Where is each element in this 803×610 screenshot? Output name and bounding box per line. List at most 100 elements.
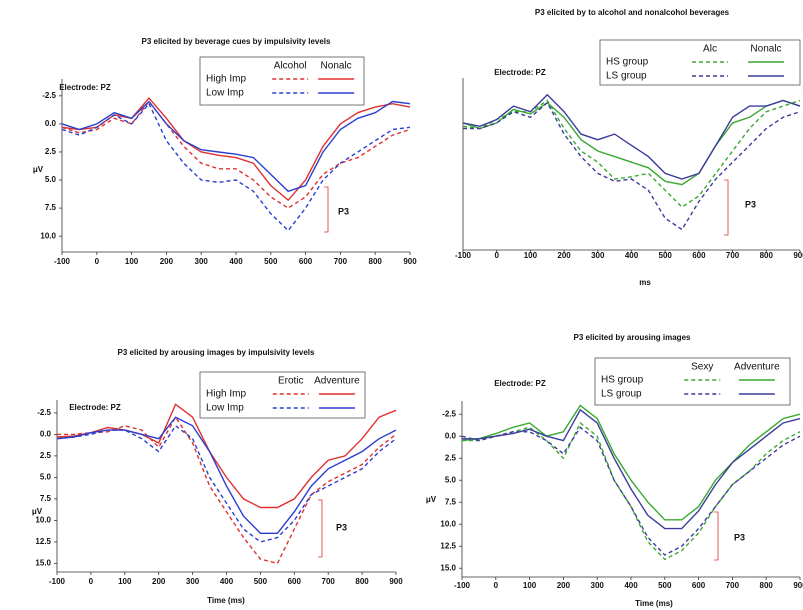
x-tick-label: -100 — [455, 251, 472, 260]
erp-line — [61, 97, 411, 202]
legend: Alc Nonalc HS group LS group — [599, 39, 801, 86]
x-tick-label: 500 — [658, 581, 672, 590]
legend-row: LS group — [606, 71, 647, 82]
panel: P3 elicited by to alcohol and nonalcohol… — [455, 8, 803, 287]
x-tick-label: 600 — [299, 257, 313, 266]
erp-line — [462, 99, 801, 208]
x-tick-label: 100 — [125, 257, 139, 266]
legend-column: Nonalc — [321, 61, 352, 72]
panel-title: P3 elicited by arousing images by impuls… — [118, 348, 316, 357]
x-tick-label: -100 — [454, 581, 471, 590]
x-tick-label: 0 — [89, 577, 94, 586]
erp-line — [61, 100, 411, 193]
electrode-label: Electrode: PZ — [494, 68, 546, 77]
p3-label: P3 — [745, 199, 756, 209]
x-tick-label: 100 — [118, 577, 132, 586]
legend-column: Nonalc — [750, 44, 781, 55]
x-tick-label: 0 — [95, 257, 100, 266]
x-tick-label: 100 — [523, 581, 537, 590]
x-tick-label: 200 — [557, 251, 571, 260]
legend: Alcohol Nonalc High Imp Low Imp — [199, 56, 365, 106]
y-tick-label: 10.0 — [440, 519, 456, 528]
y-tick-label: 5.0 — [445, 475, 457, 484]
x-tick-label: 300 — [591, 581, 605, 590]
x-tick-label: 500 — [659, 251, 673, 260]
legend-column: Erotic — [278, 376, 304, 387]
y-tick-label: 15.0 — [440, 563, 456, 572]
x-tick-label: 300 — [195, 257, 209, 266]
legend: Sexy Adventure HS group LS group — [594, 357, 791, 406]
y-tick-label: -2.5 — [37, 408, 51, 417]
x-axis-title: ms — [639, 278, 651, 287]
x-tick-label: -100 — [49, 577, 66, 586]
y-tick-label: 5.0 — [45, 175, 57, 184]
x-tick-label: 900 — [793, 251, 803, 260]
x-tick-label: 500 — [264, 257, 278, 266]
y-axis-title: μV — [33, 165, 44, 174]
x-tick-label: 400 — [624, 581, 638, 590]
legend-row: HS group — [606, 57, 649, 68]
x-tick-label: 300 — [591, 251, 605, 260]
erp-line — [56, 416, 397, 534]
p3-bracket — [724, 179, 729, 236]
y-tick-label: -2.5 — [442, 409, 456, 418]
y-tick-label: 0.0 — [445, 431, 457, 440]
legend-column: Adventure — [314, 376, 360, 387]
x-axis-title: Time (ms) — [207, 596, 245, 605]
x-tick-label: 300 — [186, 577, 200, 586]
x-tick-label: 200 — [160, 257, 174, 266]
erp-line — [61, 102, 411, 232]
legend-box — [199, 371, 366, 419]
erp-line — [462, 421, 801, 561]
y-tick-label: 10.0 — [35, 516, 51, 525]
legend-column: Alc — [703, 44, 717, 55]
x-tick-label: 900 — [389, 577, 403, 586]
x-tick-label: 0 — [494, 581, 499, 590]
x-tick-label: 500 — [254, 577, 268, 586]
x-tick-label: 700 — [322, 577, 336, 586]
y-tick-label: 12.5 — [35, 537, 51, 546]
legend-box — [594, 357, 791, 406]
legend-column: Sexy — [691, 362, 713, 373]
legend-column: Alcohol — [274, 61, 307, 72]
x-tick-label: 600 — [692, 251, 706, 260]
erp-line — [57, 415, 397, 565]
p3-bracket — [714, 511, 719, 561]
p3-label: P3 — [338, 206, 349, 216]
x-axis-title: Time (ms) — [635, 599, 673, 608]
x-tick-label: 900 — [793, 581, 803, 590]
legend: Erotic Adventure High Imp Low Imp — [199, 371, 366, 419]
erp-line — [462, 408, 801, 530]
legend-row: High Imp — [206, 74, 246, 85]
x-tick-label: 800 — [369, 257, 383, 266]
x-tick-label: 800 — [355, 577, 369, 586]
erp-line — [462, 93, 801, 180]
erp-line — [461, 426, 801, 556]
legend-row: Low Imp — [206, 88, 244, 99]
x-tick-label: 600 — [288, 577, 302, 586]
erp-line — [462, 99, 801, 186]
x-tick-label: 200 — [557, 581, 571, 590]
x-tick-label: 400 — [229, 257, 243, 266]
x-tick-label: 100 — [524, 251, 538, 260]
x-tick-label: 800 — [760, 251, 774, 260]
y-tick-label: 7.5 — [45, 203, 57, 212]
y-tick-label: 2.5 — [445, 453, 457, 462]
y-axis-title: μV — [32, 507, 43, 516]
panel: P3 elicited by arousing images by impuls… — [32, 348, 403, 605]
legend-column: Adventure — [734, 362, 780, 373]
electrode-label: Electrode: PZ — [494, 379, 546, 388]
erp-line — [461, 404, 801, 521]
y-tick-label: 5.0 — [40, 473, 52, 482]
y-tick-label: 0.0 — [45, 119, 57, 128]
panel-title: P3 elicited by arousing images — [574, 333, 691, 342]
panel-title: P3 elicited by beverage cues by impulsiv… — [142, 37, 332, 46]
legend-row: High Imp — [206, 389, 246, 400]
x-tick-label: 0 — [494, 251, 499, 260]
legend-row: Low Imp — [206, 403, 244, 414]
erp-line — [61, 100, 411, 209]
y-tick-label: 7.5 — [445, 497, 457, 506]
y-tick-label: 12.5 — [440, 541, 456, 550]
panel-title: P3 elicited by to alcohol and nonalcohol… — [535, 8, 730, 17]
